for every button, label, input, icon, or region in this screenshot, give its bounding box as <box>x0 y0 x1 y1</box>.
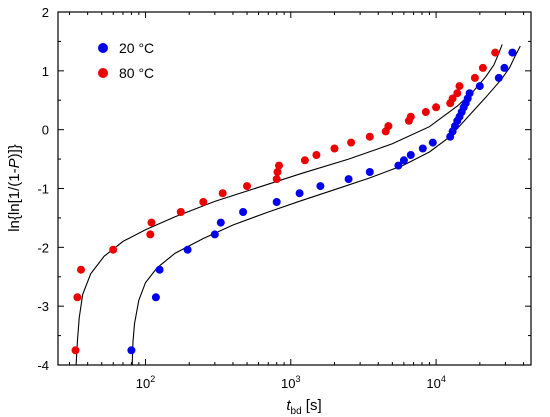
data-point <box>384 122 393 131</box>
data-point <box>216 218 225 227</box>
fit-curve <box>75 44 503 366</box>
data-points <box>71 48 517 355</box>
data-point <box>151 293 160 302</box>
x-axis-title-subscript: bd <box>291 406 302 417</box>
data-point <box>272 175 281 184</box>
fit-curve <box>131 45 521 366</box>
y-tick-label: 2 <box>42 5 49 20</box>
data-point <box>155 265 164 274</box>
data-point <box>127 346 136 355</box>
data-point <box>210 230 219 239</box>
data-point <box>399 156 408 165</box>
data-point <box>453 89 462 98</box>
data-point <box>448 94 457 103</box>
y-axis-title: ln{ln[1/(1-P)]} <box>6 144 23 232</box>
data-point <box>491 48 500 57</box>
x-axis-title-unit: [s] <box>302 397 322 414</box>
y-axis-title-variable: P <box>6 158 23 168</box>
data-point <box>71 346 80 355</box>
data-point <box>77 265 85 274</box>
svg-text:ln{ln[1/(1-P)]}: ln{ln[1/(1-P)]} <box>6 144 23 232</box>
fit-curves <box>75 44 521 366</box>
data-point <box>243 182 251 191</box>
x-tick-label: 104 <box>426 374 445 391</box>
data-point <box>478 63 487 72</box>
data-point <box>316 182 325 191</box>
data-point <box>73 293 82 302</box>
data-point <box>406 112 415 121</box>
data-point <box>365 132 374 141</box>
data-point <box>421 108 430 116</box>
axis-tick-labels: -4 -3 -2 -1 0 1 2 102 103 104 <box>37 5 445 391</box>
x-axis-title-main: t <box>286 397 291 414</box>
data-point <box>418 144 427 153</box>
data-point <box>300 156 309 165</box>
data-point <box>475 82 484 91</box>
data-point <box>347 138 356 147</box>
y-tick-label: -3 <box>37 299 49 314</box>
y-axis-title-suffix: )]} <box>6 144 23 158</box>
data-point <box>344 175 353 184</box>
data-point <box>199 198 208 206</box>
legend-label: 80 °C <box>119 65 154 81</box>
data-point <box>470 73 479 82</box>
data-point <box>109 245 118 254</box>
x-tick-label: 103 <box>281 374 300 391</box>
x-axis-title: tbd [s] <box>286 397 321 417</box>
data-point <box>147 218 156 227</box>
data-point <box>218 189 227 198</box>
data-point <box>330 144 339 153</box>
y-tick-label: 1 <box>42 64 49 79</box>
data-point <box>455 82 464 91</box>
data-point <box>394 161 403 170</box>
data-point <box>312 151 321 159</box>
data-point <box>508 48 517 57</box>
data-point <box>239 208 248 216</box>
data-point <box>428 138 437 147</box>
data-point <box>465 89 474 98</box>
data-point <box>273 168 282 176</box>
data-point <box>176 208 185 216</box>
data-point <box>494 73 503 82</box>
y-tick-label: 0 <box>42 123 49 138</box>
y-axis-title-prefix: ln{ln[1/(1- <box>6 168 23 231</box>
legend: 20 °C 80 °C <box>98 40 154 81</box>
data-point <box>272 198 281 206</box>
data-point <box>183 245 192 254</box>
y-tick-label: -1 <box>37 182 49 197</box>
y-tick-label: -4 <box>37 358 49 373</box>
legend-marker <box>98 68 108 78</box>
data-point <box>432 103 441 112</box>
data-point <box>295 189 304 198</box>
data-point <box>275 161 283 170</box>
y-tick-label: -2 <box>37 240 49 255</box>
data-point <box>406 151 415 159</box>
legend-marker <box>98 43 108 53</box>
axis-ticks <box>58 11 531 366</box>
x-tick-label: 102 <box>136 374 155 391</box>
data-point <box>365 168 374 176</box>
legend-label: 20 °C <box>119 40 154 56</box>
data-point <box>500 63 509 72</box>
data-point <box>146 230 155 239</box>
